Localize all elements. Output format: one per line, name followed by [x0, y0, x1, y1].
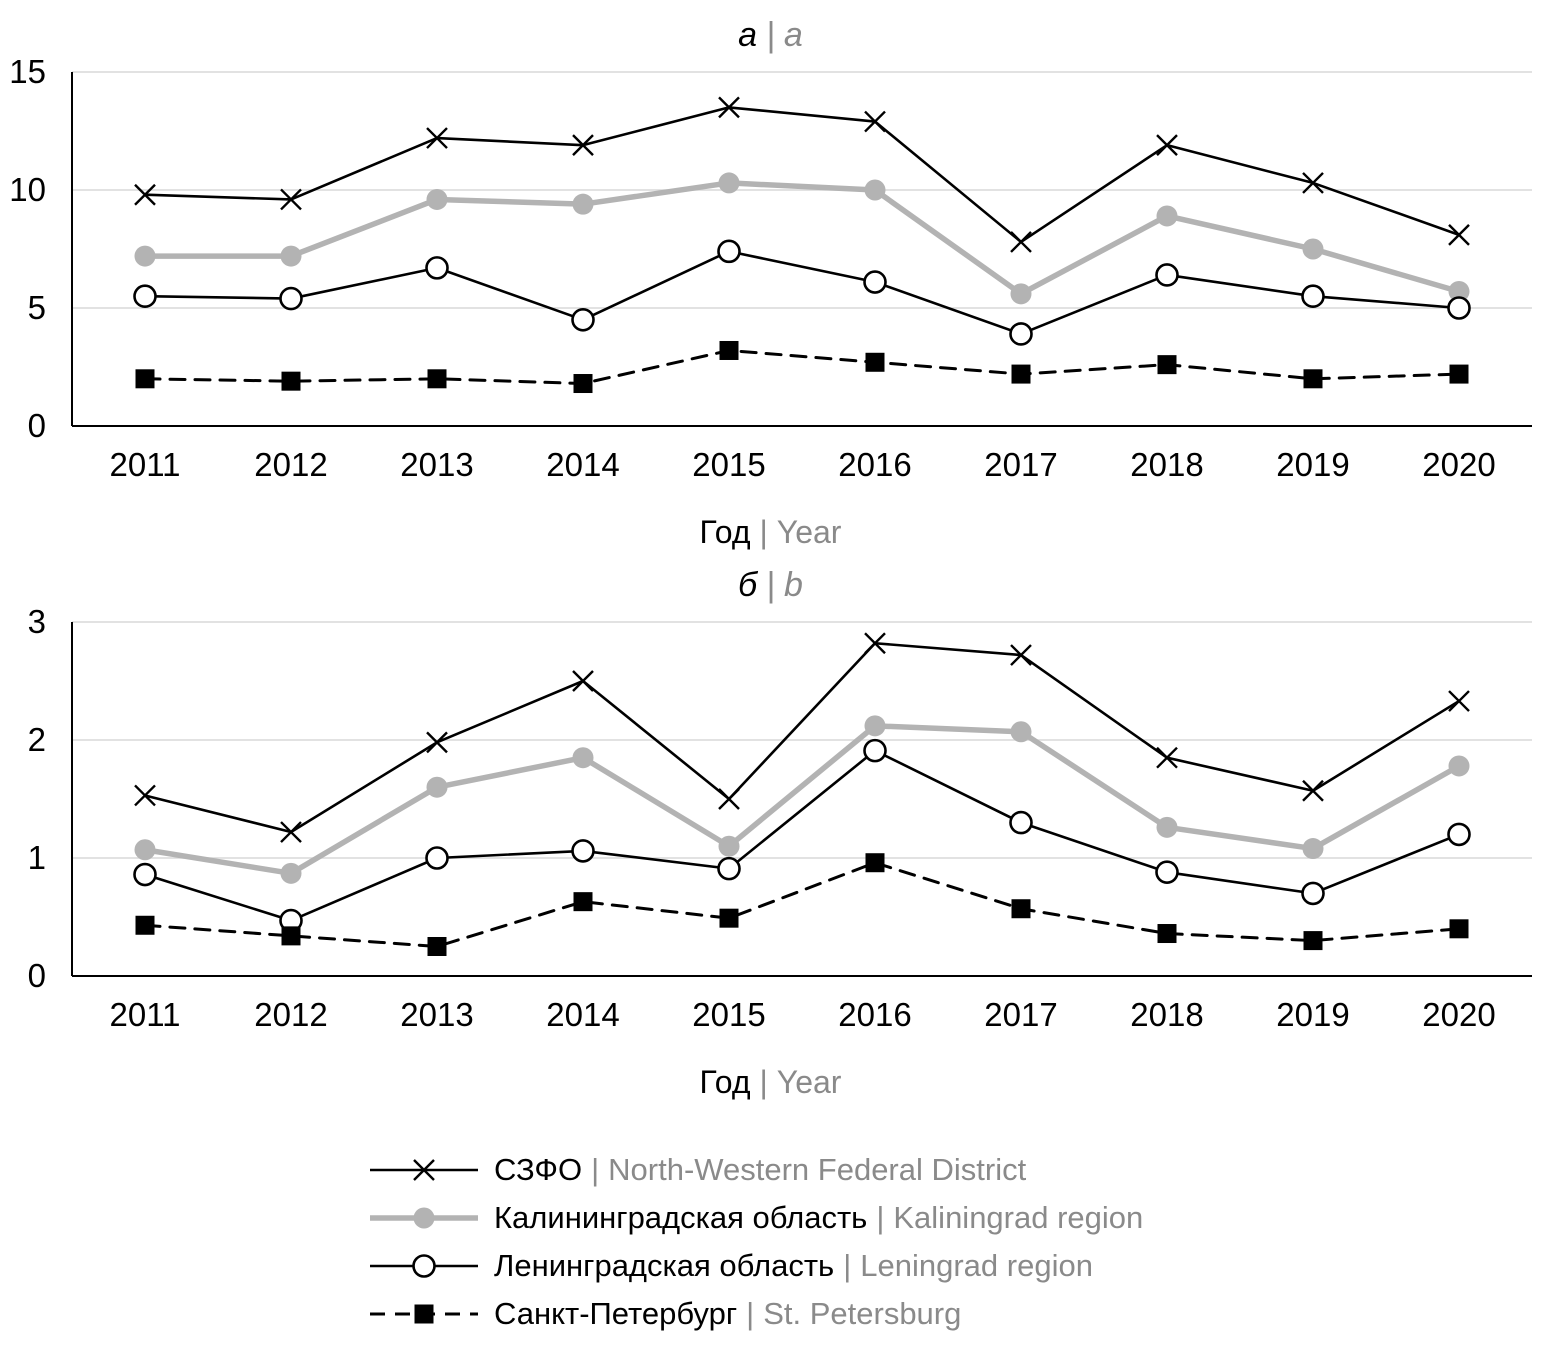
- separator: |: [766, 566, 776, 604]
- chart-a-xaxis-label-en: Year: [776, 514, 842, 550]
- svg-text:2015: 2015: [692, 446, 765, 483]
- panel-b-label-ru: б: [738, 566, 758, 604]
- separator: |: [759, 1064, 768, 1100]
- svg-text:10: 10: [9, 171, 46, 208]
- series-spb: [135, 853, 1469, 956]
- panel-b-label-en: b: [784, 566, 803, 604]
- legend-szfo-label: СЗФО | North-Western Federal District: [494, 1152, 1026, 1188]
- svg-text:5: 5: [28, 289, 46, 326]
- axes: [71, 622, 1532, 977]
- svg-text:0: 0: [28, 407, 46, 444]
- series-leningrad: [133, 239, 1471, 346]
- svg-text:0: 0: [28, 957, 46, 994]
- panel-a-label-ru: а: [738, 16, 758, 54]
- legend-spb-label: Санкт-Петербург | St. Petersburg: [494, 1296, 961, 1332]
- series-leningrad: [133, 738, 1471, 933]
- gray-circle-line-icon: [370, 1207, 478, 1228]
- legend-kaliningrad-label-en: Kaliningrad region: [893, 1199, 1144, 1235]
- chart-b-xaxis-label: Год | Year: [0, 1056, 1541, 1112]
- legend-item-szfo: СЗФО | North-Western Federal District: [368, 1150, 1541, 1189]
- panel-a-title: а | a: [0, 12, 1541, 58]
- square-dashed-line-icon: [370, 1304, 478, 1323]
- svg-text:2012: 2012: [254, 996, 327, 1033]
- svg-text:2016: 2016: [838, 996, 911, 1033]
- svg-text:2017: 2017: [984, 996, 1057, 1033]
- svg-text:2011: 2011: [110, 446, 181, 483]
- legend-szfo-label-en: North-Western Federal District: [608, 1151, 1027, 1187]
- chart-b-xaxis-label-en: Year: [776, 1064, 842, 1100]
- legend-kaliningrad-label: Калининградская область | Kaliningrad regi…: [494, 1200, 1143, 1236]
- separator: |: [876, 1199, 885, 1235]
- svg-text:2018: 2018: [1130, 446, 1203, 483]
- series-szfo: [134, 96, 1470, 253]
- separator: |: [746, 1295, 755, 1331]
- svg-text:2020: 2020: [1422, 446, 1495, 483]
- panel-a: а | a 0 5 10 15 2011 2012 2013 2014 2015 2016 2017 20…: [0, 12, 1541, 562]
- chart-a-xaxis-label-ru: Год: [699, 514, 751, 550]
- svg-text:2015: 2015: [692, 996, 765, 1033]
- legend-leningrad-label-ru: Ленинградская область: [494, 1247, 835, 1283]
- svg-text:2019: 2019: [1276, 446, 1349, 483]
- legend-item-kaliningrad: Калининградская область | Kaliningrad regi…: [368, 1198, 1541, 1237]
- svg-text:2014: 2014: [546, 446, 619, 483]
- svg-text:2: 2: [28, 721, 46, 758]
- svg-text:2012: 2012: [254, 446, 327, 483]
- svg-text:2014: 2014: [546, 996, 619, 1033]
- legend-item-leningrad: Ленинградская область | Leningrad region: [368, 1246, 1541, 1285]
- legend: СЗФО | North-Western Federal District Кали…: [368, 1150, 1541, 1333]
- gridlines: [72, 621, 1532, 859]
- axes: [71, 72, 1532, 427]
- svg-text:2019: 2019: [1276, 996, 1349, 1033]
- svg-text:2018: 2018: [1130, 996, 1203, 1033]
- series-kaliningrad: [134, 715, 1470, 884]
- y-axis-tick-labels: 0 1 2 3: [28, 608, 46, 994]
- y-axis-tick-labels: 0 5 10 15: [9, 58, 46, 444]
- svg-text:1: 1: [28, 839, 46, 876]
- svg-text:15: 15: [9, 58, 46, 90]
- panel-a-label-en: a: [783, 16, 803, 54]
- separator: |: [766, 16, 775, 54]
- x-axis-tick-labels: 2011 2012 2013 2014 2015 2016 2017 2018 2019 2020: [110, 996, 1496, 1033]
- legend-leningrad-label-en: Leningrad region: [860, 1247, 1093, 1283]
- separator: |: [591, 1151, 600, 1187]
- x-marker-line-icon: [370, 1158, 478, 1181]
- separator: |: [759, 514, 768, 550]
- legend-item-spb: Санкт-Петербург | St. Petersburg: [368, 1294, 1541, 1333]
- svg-text:2017: 2017: [984, 446, 1057, 483]
- panel-b-title: б | b: [0, 562, 1541, 608]
- legend-spb-label-ru: Санкт-Петербург: [494, 1295, 738, 1331]
- legend-spb-label-en: St. Petersburg: [763, 1295, 962, 1331]
- x-axis-tick-labels: 2011 2012 2013 2014 2015 2016 2017 2018 2019 2020: [110, 446, 1496, 483]
- chart-a-xaxis-label: Год | Year: [0, 506, 1541, 562]
- series-kaliningrad: [134, 172, 1470, 305]
- svg-text:2011: 2011: [110, 996, 181, 1033]
- legend-kaliningrad-label-ru: Калининградская область: [494, 1199, 868, 1235]
- chart-b-xaxis-label-ru: Год: [699, 1064, 751, 1100]
- svg-text:2013: 2013: [400, 446, 473, 483]
- svg-text:2020: 2020: [1422, 996, 1495, 1033]
- svg-text:2016: 2016: [838, 446, 911, 483]
- svg-text:2013: 2013: [400, 996, 473, 1033]
- panel-b: б | b 0 1 2 3 2011 2012 2013 2014 2015 2016 2017 2018…: [0, 562, 1541, 1112]
- legend-leningrad-label: Ленинградская область | Leningrad region: [494, 1248, 1093, 1284]
- separator: |: [843, 1247, 852, 1283]
- series-szfo: [134, 632, 1470, 843]
- legend-szfo-label-ru: СЗФО: [494, 1151, 583, 1187]
- open-circle-line-icon: [370, 1253, 478, 1278]
- gridlines: [72, 71, 1532, 309]
- series-spb: [135, 340, 1469, 394]
- svg-text:3: 3: [28, 608, 46, 640]
- chart-b-canvas: 0 1 2 3 2011 2012 2013 2014 2015 2016 2017 2018 2019…: [28, 608, 1532, 1033]
